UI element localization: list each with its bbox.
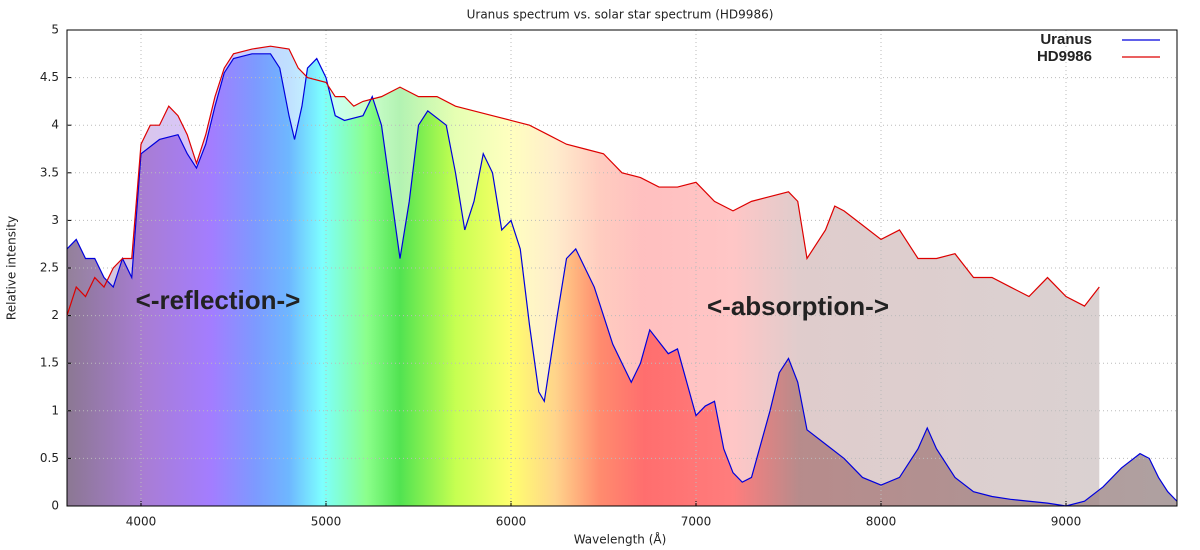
x-tick-label: 4000 [126, 515, 157, 529]
legend-label: Uranus [1040, 31, 1092, 48]
legend-label: HD9986 [1037, 48, 1092, 65]
y-tick-label: 4.5 [40, 70, 59, 84]
x-tick-label: 6000 [496, 515, 527, 529]
y-tick-label: 1 [51, 403, 59, 417]
chart-title: Uranus spectrum vs. solar star spectrum … [467, 8, 774, 22]
annotation: <-reflection-> [136, 285, 301, 315]
plot-frame [66, 29, 1178, 507]
y-tick-label: 0.5 [40, 451, 59, 465]
x-tick-label: 5000 [311, 515, 342, 529]
y-tick-label: 0 [51, 499, 59, 513]
y-tick-label: 2 [51, 308, 59, 322]
x-tick-label: 8000 [866, 515, 897, 529]
lines [66, 45, 1178, 507]
annotation: <-absorption-> [707, 291, 889, 321]
x-axis-label: Wavelength (Å) [574, 532, 667, 547]
y-tick-label: 5 [51, 23, 59, 37]
y-tick-label: 3.5 [40, 165, 59, 179]
x-tick-label: 9000 [1051, 515, 1082, 529]
y-tick-label: 2.5 [40, 261, 59, 275]
y-axis-label: Relative intensity [5, 216, 19, 320]
y-tick-label: 1.5 [40, 356, 59, 370]
x-tick-label: 7000 [681, 515, 712, 529]
line-series [66, 53, 1178, 507]
y-tick-label: 3 [51, 213, 59, 227]
area-fill [67, 53, 1177, 507]
y-tick-label: 4 [51, 118, 59, 132]
line-series [66, 45, 1100, 316]
areas [67, 46, 1177, 507]
